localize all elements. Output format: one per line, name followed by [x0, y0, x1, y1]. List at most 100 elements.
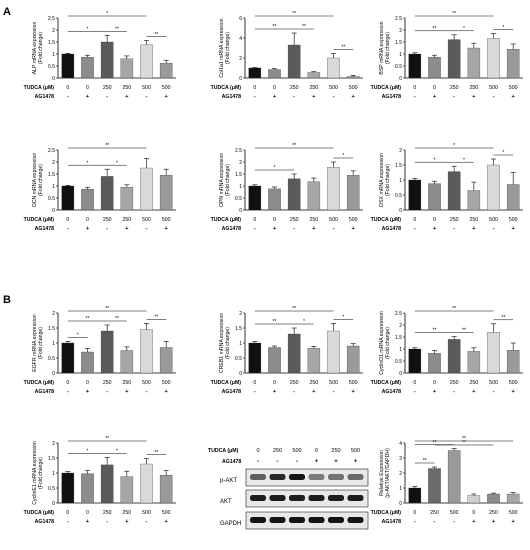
chart-creb1: 0 0.5 1 1.5 2 CREB1 mRNA expression (Fold chan…: [211, 306, 363, 395]
bar: [159, 175, 173, 211]
y-tick-label: 1.5: [395, 40, 402, 46]
wb-band: [289, 495, 305, 501]
x-tick-tudca: 0: [413, 217, 416, 223]
wb-tudca-value: 500: [292, 448, 301, 454]
x-label-ag: AG1478: [222, 389, 241, 395]
bar: [159, 347, 173, 374]
x-tick-ag: -: [254, 226, 256, 232]
wb-tudca-value: 0: [315, 448, 318, 454]
x-tick-ag: -: [414, 94, 416, 100]
sig-label: **: [302, 24, 306, 30]
x-tick-tudca: 250: [103, 85, 112, 91]
sig-label: **: [154, 32, 158, 38]
x-tick-ag: -: [453, 94, 455, 100]
y-tick-label: 1.5: [395, 163, 402, 169]
bar: [100, 41, 114, 79]
y-axis-subtitle: (Fold change): [225, 32, 231, 64]
y-tick-label: 4: [239, 36, 242, 42]
bar: [447, 450, 461, 504]
bar: [428, 353, 441, 374]
sig-label: *: [274, 165, 276, 171]
y-tick-label: 1.5: [48, 456, 55, 462]
chart-cycline1: 0 0.5 1 1.5 2 CyclinE1 mRNA expression (Fold c…: [24, 436, 176, 525]
bar: [428, 183, 441, 211]
x-tick-ag: +: [472, 519, 475, 525]
y-tick-label: 1: [52, 341, 55, 347]
x-tick-tudca: 500: [349, 380, 358, 386]
y-axis-subtitle: (p-AKT/AKT/GAPDH): [385, 448, 391, 498]
wb-tudca-value: 0: [256, 448, 259, 454]
x-tick-ag: -: [293, 389, 295, 395]
wb-tudca-header: TUDCA (μM): [208, 448, 239, 454]
wb-band: [328, 517, 344, 523]
y-axis-title: OPN mRNA expression: [219, 153, 225, 207]
x-label-tudca: TUDCA (μM): [211, 380, 242, 386]
x-tick-tudca: 500: [329, 85, 338, 91]
y-tick-label: 2: [52, 441, 55, 447]
y-tick-label: 1: [399, 347, 402, 353]
y-axis-subtitle: (Fold change): [385, 164, 391, 196]
bar: [428, 56, 441, 79]
bar: [307, 72, 321, 79]
bar: [327, 167, 340, 211]
bar: [487, 493, 500, 504]
wb-strip: [245, 489, 369, 508]
x-tick-tudca: 0: [66, 85, 69, 91]
bar: [159, 474, 173, 504]
y-axis-title: OCN mRNA expression: [32, 153, 38, 208]
wb-band: [328, 474, 344, 480]
y-tick-label: 2.5: [48, 16, 55, 22]
x-tick-ag: +: [165, 94, 168, 100]
wb-band: [250, 495, 266, 501]
x-tick-tudca: 250: [290, 85, 299, 91]
sig-label: *: [502, 150, 504, 156]
y-tick-label: 1: [399, 52, 402, 58]
y-axis-subtitle: (Fold change): [38, 164, 44, 196]
y-axis-title: BSP mRNA expression: [379, 21, 385, 74]
x-tick-tudca: 0: [413, 85, 416, 91]
x-tick-ag: +: [512, 226, 515, 232]
sig-label: *: [434, 157, 436, 163]
y-tick-label: 2: [399, 323, 402, 329]
x-tick-tudca: 0: [472, 510, 475, 516]
y-tick-label: 2: [239, 56, 242, 62]
x-tick-tudca: 500: [142, 217, 151, 223]
x-tick-tudca: 0: [66, 380, 69, 386]
y-axis-subtitle: (Fold change): [225, 164, 231, 196]
wb-band: [289, 517, 305, 523]
x-tick-tudca: 500: [349, 217, 358, 223]
x-tick-ag: -: [106, 94, 108, 100]
y-tick-label: 1: [399, 178, 402, 184]
x-tick-ag: -: [254, 389, 256, 395]
x-tick-ag: -: [414, 389, 416, 395]
y-tick-label: 0.5: [235, 356, 242, 362]
x-tick-tudca: 500: [329, 217, 338, 223]
x-tick-ag: -: [293, 94, 295, 100]
x-label-tudca: TUDCA (μM): [24, 380, 55, 386]
wb-band: [308, 474, 325, 480]
x-tick-ag: +: [273, 226, 276, 232]
x-tick-tudca: 500: [162, 380, 171, 386]
sig-label: **: [423, 458, 427, 464]
bar: [268, 347, 281, 374]
x-tick-ag: +: [352, 94, 355, 100]
sig-label: **: [105, 306, 109, 312]
sig-label: *: [116, 449, 118, 455]
bar: [248, 185, 262, 211]
sig-label: *: [106, 11, 108, 17]
sig-label: **: [433, 328, 437, 334]
x-tick-tudca: 0: [433, 217, 436, 223]
y-axis-title: EGFR mRNA expression: [32, 314, 38, 371]
bar: [506, 493, 520, 504]
x-label-tudca: TUDCA (μM): [371, 510, 402, 516]
wb-ag-value: -: [296, 459, 298, 465]
sig-label: *: [77, 333, 79, 339]
wb-band: [347, 474, 364, 480]
bar: [487, 164, 500, 211]
bar: [287, 333, 301, 374]
x-label-ag: AG1478: [35, 226, 54, 232]
y-tick-label: 2.5: [395, 16, 402, 22]
x-tick-tudca: 0: [413, 380, 416, 386]
y-tick-label: 0.5: [395, 64, 402, 70]
